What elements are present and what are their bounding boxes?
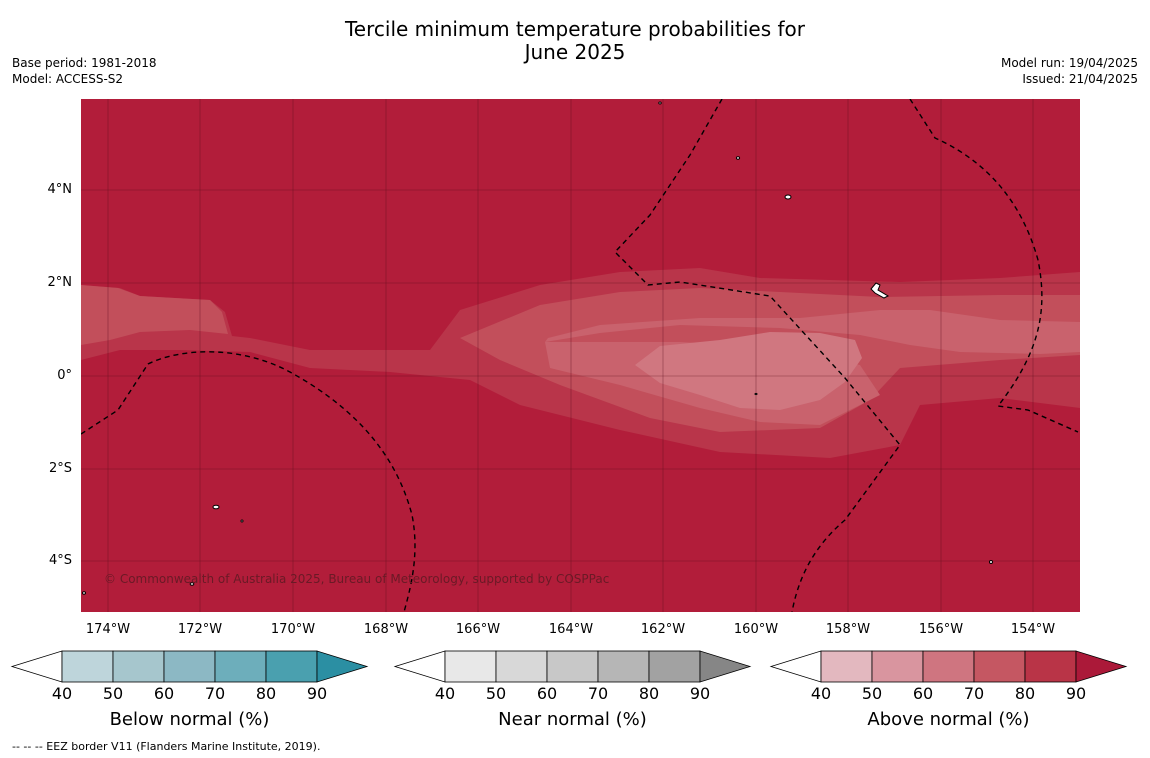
longitude-label: 164°W	[548, 622, 594, 637]
island	[212, 504, 220, 510]
longitude-label: 170°W	[270, 622, 316, 637]
island	[189, 582, 195, 586]
island	[735, 156, 741, 160]
colorbar-low-extension	[10, 650, 63, 683]
colorbar-segment	[922, 650, 975, 683]
latitude-label: 4°S	[48, 553, 72, 568]
colorbar-high-extension	[699, 650, 752, 683]
colorbar-tick-label: 90	[689, 684, 711, 703]
longitude-label: 174°W	[85, 622, 131, 637]
model-name: Model: ACCESS-S2	[12, 72, 124, 86]
island	[784, 194, 792, 200]
islands	[82, 101, 993, 595]
colorbar-tick-label: 50	[861, 684, 883, 703]
eez-border-2	[614, 99, 901, 612]
colorbars-graphics	[10, 650, 1128, 683]
latitude-label: 2°N	[47, 275, 73, 290]
island	[82, 591, 86, 595]
colorbar-high-extension	[1075, 650, 1128, 683]
colorbar-title: Above normal (%)	[867, 709, 1030, 730]
longitude-label: 166°W	[455, 622, 501, 637]
colorbar-segment	[1024, 650, 1077, 683]
latitude-label: 4°N	[47, 182, 73, 197]
meta-right: Model run: 19/04/2025 Issued: 21/04/2025	[1001, 55, 1138, 87]
model-run: Model run: 19/04/2025	[1000, 56, 1138, 70]
island-kiritimati	[870, 282, 890, 299]
colorbar-segment	[546, 650, 599, 683]
colorbar-title: Near normal (%)	[498, 709, 647, 730]
colorbar-segment	[597, 650, 650, 683]
longitude-label: 160°W	[733, 622, 779, 637]
map-area	[81, 99, 1080, 612]
longitude-label: 172°W	[177, 622, 223, 637]
colorbar-tick-label: 80	[1014, 684, 1036, 703]
copyright-notice: © Commonwealth of Australia 2025, Bureau…	[104, 572, 610, 586]
colorbar-tick-label: 70	[587, 684, 609, 703]
eez-border-3	[909, 99, 1079, 433]
colorbar-high-extension	[316, 650, 369, 683]
colorbar-segment	[163, 650, 216, 683]
title-line-2: June 2025	[524, 40, 626, 64]
title-line-1: Tercile minimum temperature probabilitie…	[344, 17, 806, 41]
island	[754, 392, 758, 396]
colorbar-tick-label: 70	[204, 684, 226, 703]
eez-footnote: -- -- -- EEZ border V11 (Flanders Marine…	[12, 740, 321, 753]
colorbar-segment	[973, 650, 1026, 683]
longitude-label: 168°W	[363, 622, 409, 637]
map-title: Tercile minimum temperature probabilitie…	[0, 18, 1150, 64]
colorbar-tick-label: 90	[306, 684, 328, 703]
colorbar-segment	[820, 650, 873, 683]
colorbar-segment	[61, 650, 114, 683]
eez-border-lines	[81, 99, 1079, 612]
longitude-label: 162°W	[640, 622, 686, 637]
colorbar-segment	[495, 650, 548, 683]
above-normal-50-band	[635, 332, 862, 410]
colorbar-segment	[265, 650, 318, 683]
base-period: Base period: 1981-2018	[12, 56, 157, 70]
colorbar-segment	[214, 650, 267, 683]
eez-border-1	[81, 351, 416, 612]
island	[658, 101, 662, 105]
island	[240, 519, 244, 523]
issued-date: Issued: 21/04/2025	[1022, 72, 1138, 86]
colorbar-tick-label: 60	[912, 684, 934, 703]
colorbar-tick-label: 40	[810, 684, 832, 703]
island	[989, 560, 993, 564]
colorbar-segment	[444, 650, 497, 683]
longitude-label: 156°W	[918, 622, 964, 637]
colorbar-segment	[871, 650, 924, 683]
colorbar-tick-label: 60	[153, 684, 175, 703]
latitude-label: 0°	[57, 368, 72, 383]
colorbar-tick-label: 80	[255, 684, 277, 703]
colorbar-low-extension	[393, 650, 446, 683]
colorbar-tick-label: 60	[536, 684, 558, 703]
colorbar-tick-label: 70	[963, 684, 985, 703]
colorbar-tick-label: 40	[51, 684, 73, 703]
colorbar-segment	[648, 650, 701, 683]
meta-left: Base period: 1981-2018 Model: ACCESS-S2	[12, 55, 157, 87]
latitude-label: 2°S	[48, 461, 72, 476]
gridlines	[81, 99, 1080, 612]
colorbar-segment	[112, 650, 165, 683]
colorbar-title: Below normal (%)	[109, 709, 270, 730]
colorbar-tick-label: 50	[485, 684, 507, 703]
colorbar-tick-label: 50	[102, 684, 124, 703]
colorbar-low-extension	[769, 650, 822, 683]
longitude-label: 154°W	[1010, 622, 1056, 637]
colorbar-tick-label: 40	[434, 684, 456, 703]
colorbar-tick-label: 80	[638, 684, 660, 703]
colorbar-tick-label: 90	[1065, 684, 1087, 703]
longitude-label: 158°W	[825, 622, 871, 637]
